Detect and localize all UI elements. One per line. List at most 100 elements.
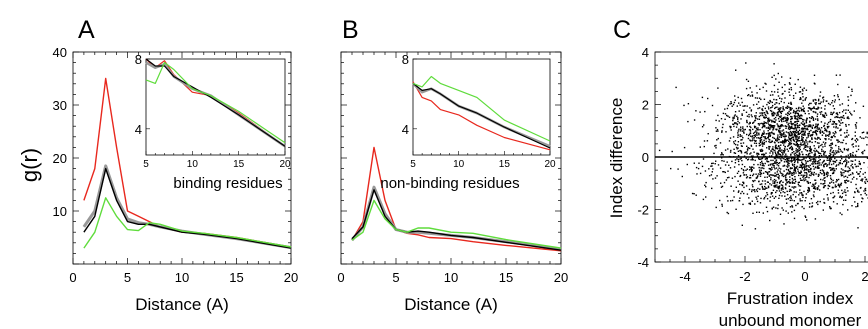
scatter-point [803,148,805,150]
scatter-point [739,174,742,177]
scatter-point [801,123,804,125]
scatter-point [836,203,838,205]
scatter-point [777,141,780,144]
scatter-point [774,185,776,187]
scatter-point [854,159,857,161]
scatter-point [809,159,811,162]
scatter-point [759,140,761,142]
scatter-point [843,132,846,134]
scatter-point [817,119,819,122]
scatter-point [767,120,769,122]
scatter-point [780,144,782,146]
scatter-point [795,204,797,207]
scatter-point [842,203,844,206]
scatter-point [793,217,796,220]
scatter-point [735,126,738,128]
scatter-point [780,187,783,190]
scatter-point [794,143,796,146]
scatter-point [806,176,808,178]
scatter-point [778,153,780,156]
scatter-point [832,112,834,114]
scatter-point [802,105,804,107]
scatter-point [777,153,779,155]
scatter-point [728,116,731,118]
scatter-point [781,152,784,154]
scatter-point [757,127,759,129]
scatter-point [796,143,798,145]
scatter-point [820,127,823,129]
scatter-point [734,111,737,113]
scatter-point [786,114,789,117]
scatter-point [771,140,773,142]
scatter-point [856,171,858,173]
scatter-point [795,129,798,131]
scatter-point [784,97,786,99]
scatter-point [854,163,856,166]
scatter-point [760,136,763,139]
scatter-point [824,185,827,187]
scatter-point [826,125,829,128]
scatter-point [841,192,844,195]
scatter-point [802,96,804,98]
scatter-point [794,113,796,115]
scatter-point [793,165,795,168]
scatter-point [766,198,769,200]
scatter-point [771,115,774,117]
x-tick-label: 15 [229,270,243,285]
scatter-point [757,163,759,166]
scatter-point [809,134,811,136]
scatter-point [817,200,819,203]
scatter-point [783,144,785,146]
scatter-point [740,139,742,141]
scatter-point [830,192,832,195]
scatter-point [717,130,719,132]
scatter-point [768,120,770,122]
scatter-point [775,179,777,182]
scatter-point [756,200,759,203]
scatter-point [793,97,795,99]
scatter-point [760,158,762,160]
y-tick-label: 2 [642,98,649,113]
scatter-point [779,133,781,136]
scatter-point [754,228,757,230]
scatter-point [774,151,776,153]
scatter-point [855,122,858,124]
scatter-point [801,102,803,104]
scatter-point [812,158,814,160]
scatter-point [789,126,791,128]
scatter-point [774,145,777,147]
scatter-point [844,165,847,168]
scatter-point [733,141,735,143]
scatter-point [827,102,830,105]
scatter-point [759,188,761,190]
scatter-point [772,125,775,127]
scatter-point [781,184,784,187]
scatter-point [837,114,839,116]
scatter-point [787,131,789,134]
scatter-point [745,62,747,64]
scatter-point [827,184,830,187]
scatter-point [798,147,800,150]
scatter-point [783,140,786,143]
scatter-point [786,118,788,121]
scatter-point [808,174,811,176]
scatter-point [807,189,809,191]
scatter-point [838,111,841,114]
scatter-point [832,155,835,157]
scatter-point [755,196,757,198]
scatter-point [809,107,811,109]
scatter-point [861,180,863,182]
scatter-point [843,147,846,150]
scatter-point [789,199,791,202]
scatter-point [809,202,811,205]
scatter-point [778,102,780,105]
y-tick-label: 20 [53,151,67,166]
scatter-point [829,118,832,121]
scatter-point [823,164,825,166]
scatter-point [763,143,765,145]
scatter-point [821,148,823,151]
scatter-point [736,148,738,150]
scatter-point [785,113,787,115]
scatter-point [800,128,803,130]
scatter-point [789,112,792,114]
